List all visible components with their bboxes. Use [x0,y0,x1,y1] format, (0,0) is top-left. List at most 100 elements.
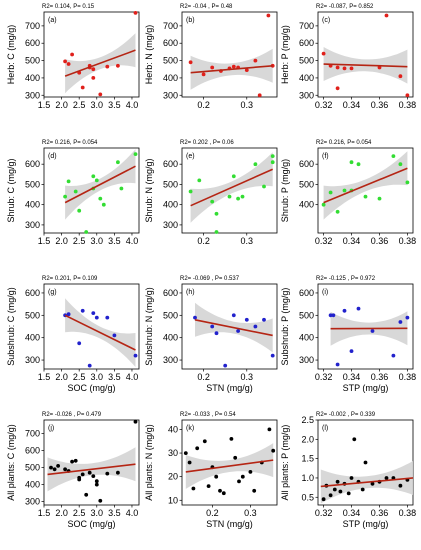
data-point [346,491,351,496]
data-point [52,467,57,472]
data-point [270,63,275,68]
data-point [214,331,219,336]
data-point [66,62,71,66]
stats-g: R2= 0.201, P= 0.109 [42,276,98,282]
x-tick-label: 0.38 [399,236,417,246]
y-tick-label: 500 [163,310,178,320]
x-tick-label: 3.0 [91,236,104,246]
data-point [91,174,96,179]
x-tick-label: 0.32 [315,372,333,382]
y-tick-label: 400 [163,73,178,83]
data-point [248,470,253,474]
data-point [405,315,410,320]
data-point [335,479,340,484]
data-point [321,202,326,207]
y-tick-label: 400 [25,480,40,490]
x-tick-label: 0.34 [343,508,361,518]
plot-frame [181,147,278,234]
data-point [214,474,219,479]
x-tick-label: 1.5 [38,508,51,518]
x-tick-label: 0.36 [371,372,389,382]
y-tick-label: 300 [299,90,314,100]
x-tick-label: 4.0 [126,236,139,246]
data-point [112,333,117,338]
y-tick-label: 1.0 [301,473,314,483]
y-tick-label: 700 [25,429,40,439]
x-tick-label: 0.38 [399,372,417,382]
data-point [133,152,138,157]
panel-label-j: (j) [48,425,54,432]
panel-label-g: (g) [48,289,57,296]
data-point [91,311,96,315]
data-point [201,72,206,77]
y-tick-label: 700 [163,21,178,31]
x-axis-label: STN (mg/g) [206,383,253,393]
data-point [349,476,354,480]
fit-line [190,64,273,74]
y-tick-label: 600 [163,288,178,298]
panel-l: R2= -0.002 , P= 0.339 (l) 0.32 0.34 0.36 0.38… [280,412,416,529]
x-tick-label: 4.0 [126,508,139,518]
stats-c: R2= -0.087, P= 0.852 [316,4,374,10]
y-tick-label: 300 [299,355,314,365]
y-tick-label: 500 [163,179,178,189]
y-tick-label: 300 [25,90,40,100]
data-point [210,199,215,204]
x-axis-label: SOC (mg/g) [67,519,115,529]
panel-label-c: (c) [322,17,330,24]
plot-frame [181,419,278,506]
y-tick-label: 300 [25,220,40,230]
data-point [363,460,368,465]
y-tick-label: 400 [25,73,40,83]
x-tick-label: 0.2 [197,236,210,246]
data-point [335,209,340,214]
data-point [188,189,193,194]
x-tick-label: 3.5 [108,100,121,110]
data-point [257,93,262,98]
data-point [218,488,222,493]
x-tick-label: 3.5 [108,372,121,382]
data-point [63,194,67,199]
y-tick-label: 600 [163,38,178,48]
data-point [253,58,258,63]
panel-label-f: (f) [322,153,329,160]
data-point [398,162,403,167]
x-tick-label: 2.0 [55,236,68,246]
y-tick-label: 40 [168,424,178,434]
y-tick-label: 20 [168,472,178,482]
data-point [105,315,110,320]
x-tick-label: 0.3 [241,236,254,246]
x-tick-label: 0.36 [371,100,389,110]
x-tick-label: 4.0 [126,372,139,382]
stats-k: R2= -0.033 , P= 0.54 [180,412,236,418]
x-tick-label: 0.2 [197,100,210,110]
plot-frame [43,419,140,506]
data-point [70,459,74,464]
x-tick-label: 0.36 [371,508,389,518]
data-point [240,474,245,479]
data-point [338,489,343,494]
x-tick-label: 2.0 [55,372,68,382]
x-tick-label: 2.0 [55,100,68,110]
panel-h: R2= -0.069 , P= 0.537 (h) 0.2 0.3 300 400 500 6… [144,276,278,393]
data-point [328,313,333,318]
data-point [342,308,347,313]
data-point [80,472,85,477]
data-point [262,317,266,322]
y-tick-label: 10 [168,495,178,505]
data-point [360,487,365,492]
data-point [335,65,340,70]
data-point [270,154,275,159]
plot-frame [317,283,414,370]
x-tick-label: 1.5 [38,372,51,382]
data-point [77,475,82,480]
data-point [391,353,396,358]
data-point [193,315,197,320]
stats-b: R2= -0.04 , P= 0.48 [180,4,233,10]
data-point [80,85,85,90]
y-tick-label: 400 [163,333,178,343]
data-point [214,211,219,216]
x-tick-label: 2.5 [73,236,86,246]
data-point [116,63,120,68]
y-axis-label: Herb: N (mg/g) [144,25,154,85]
